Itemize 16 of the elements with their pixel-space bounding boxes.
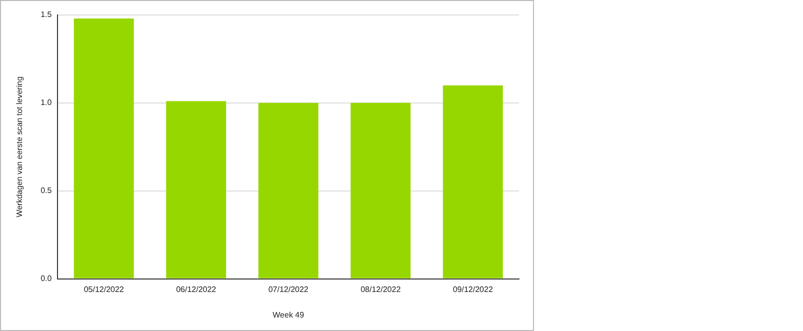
bar xyxy=(166,101,226,278)
bar xyxy=(258,102,318,278)
x-tick-label: 05/12/2022 xyxy=(84,284,124,294)
bar xyxy=(350,102,411,278)
bar xyxy=(442,85,503,278)
x-tick-label: 07/12/2022 xyxy=(268,284,309,294)
bar xyxy=(74,18,134,278)
y-tick-label: 1.5 xyxy=(40,10,52,20)
y-axis-title: Werkdagen van eerste scan tot levering xyxy=(15,76,24,218)
x-tick-label: 09/12/2022 xyxy=(452,284,494,294)
y-tick-label: 0.0 xyxy=(40,274,52,284)
x-tick-label: 06/12/2022 xyxy=(176,284,217,294)
y-tick-label: 0.5 xyxy=(40,186,52,196)
x-axis-title: Week 49 xyxy=(272,310,305,320)
x-tick-label: 08/12/2022 xyxy=(360,284,402,294)
y-tick-label: 1.0 xyxy=(40,98,52,108)
